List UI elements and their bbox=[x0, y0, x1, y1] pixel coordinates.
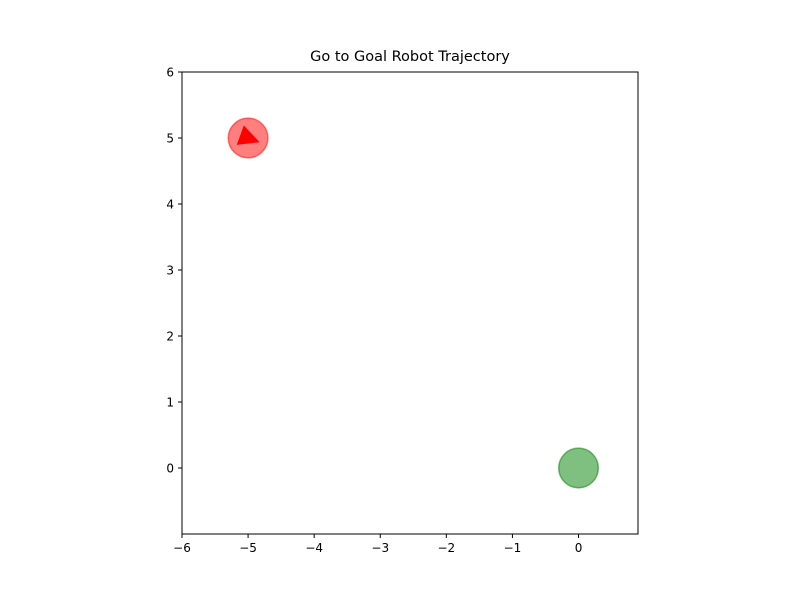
y-axis: 0 1 2 3 4 5 6 bbox=[166, 66, 182, 476]
y-tick-label: 4 bbox=[166, 198, 174, 212]
x-tick-label: −3 bbox=[371, 541, 389, 555]
x-tick-label: −1 bbox=[504, 541, 522, 555]
y-tick-label: 3 bbox=[166, 264, 174, 278]
goal-marker bbox=[557, 447, 600, 489]
y-tick-label: 2 bbox=[166, 330, 174, 344]
y-tick-label: 0 bbox=[166, 462, 174, 476]
axes-frame bbox=[181, 71, 639, 535]
y-tick-label: 5 bbox=[166, 132, 174, 146]
x-tick-label: −4 bbox=[305, 541, 323, 555]
y-tick-label: 6 bbox=[166, 66, 174, 80]
x-tick-label: 0 bbox=[575, 541, 583, 555]
x-tick-label: −5 bbox=[239, 541, 257, 555]
chart-title: Go to Goal Robot Trajectory bbox=[310, 49, 510, 65]
y-tick-label: 1 bbox=[166, 396, 174, 410]
x-tick-label: −6 bbox=[173, 541, 191, 555]
x-tick-label: −2 bbox=[437, 541, 455, 555]
robot-heading-arrow bbox=[236, 125, 260, 145]
x-axis: −6 −5 −4 −3 −2 −1 0 bbox=[173, 534, 582, 555]
plot-area bbox=[227, 117, 600, 489]
